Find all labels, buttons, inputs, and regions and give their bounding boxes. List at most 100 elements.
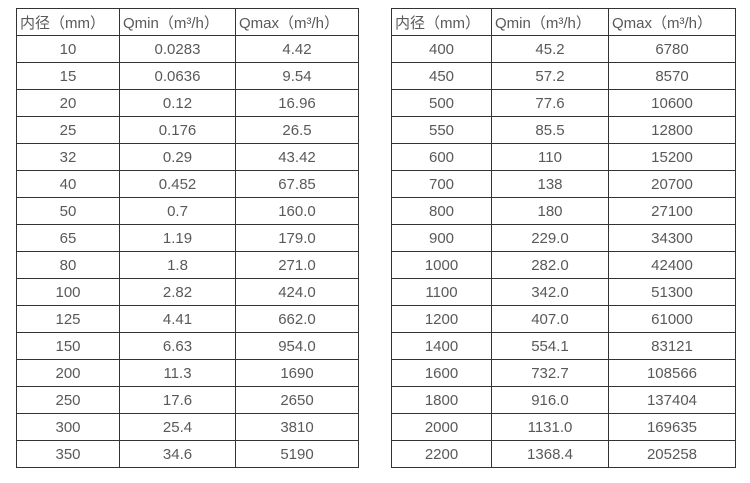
cell-qmax: 61000 [608,305,736,333]
cell-inner-diameter: 1100 [391,278,492,306]
cell-qmax: 169635 [608,413,736,441]
cell-qmax: 27100 [608,197,736,225]
table-row: 1000 282.0 42400 [391,251,736,279]
cell-qmin: 4.41 [119,305,236,333]
col-header-qmin: Qmin（m³/h） [119,8,236,36]
table-row: 400 45.2 6780 [391,35,736,63]
cell-inner-diameter: 32 [16,143,120,171]
cell-qmin: 229.0 [491,224,609,252]
col-header-qmax: Qmax（m³/h） [235,8,359,36]
table-row: 300 25.4 3810 [16,413,359,441]
cell-inner-diameter: 700 [391,170,492,198]
table-row: 20 0.12 16.96 [16,89,359,117]
cell-qmax: 10600 [608,89,736,117]
table-row: 700 138 20700 [391,170,736,198]
cell-qmin: 2.82 [119,278,236,306]
cell-qmin: 85.5 [491,116,609,144]
table-body: 400 45.2 6780 450 57.2 8570 500 77.6 10600 550 85.… [391,35,736,468]
table-row: 125 4.41 662.0 [16,305,359,333]
cell-qmax: 43.42 [235,143,359,171]
table-row: 150 6.63 954.0 [16,332,359,360]
cell-qmax: 5190 [235,440,359,468]
cell-qmin: 282.0 [491,251,609,279]
cell-inner-diameter: 20 [16,89,120,117]
cell-qmin: 25.4 [119,413,236,441]
table-header-row: 内径（mm） Qmin（m³/h） Qmax（m³/h） [16,8,359,36]
cell-inner-diameter: 550 [391,116,492,144]
table-row: 1200 407.0 61000 [391,305,736,333]
table-small-diameters: 内径（mm） Qmin（m³/h） Qmax（m³/h） 10 0.0283 4.4… [16,8,359,468]
table-row: 2000 1131.0 169635 [391,413,736,441]
cell-qmax: 3810 [235,413,359,441]
col-header-qmin: Qmin（m³/h） [491,8,609,36]
table-row: 40 0.452 67.85 [16,170,359,198]
cell-qmin: 1.8 [119,251,236,279]
table-row: 80 1.8 271.0 [16,251,359,279]
cell-inner-diameter: 200 [16,359,120,387]
table-row: 250 17.6 2650 [16,386,359,414]
cell-qmax: 16.96 [235,89,359,117]
cell-qmin: 17.6 [119,386,236,414]
cell-inner-diameter: 2200 [391,440,492,468]
col-header-qmax: Qmax（m³/h） [608,8,736,36]
cell-qmax: 12800 [608,116,736,144]
cell-qmax: 954.0 [235,332,359,360]
table-row: 350 34.6 5190 [16,440,359,468]
cell-qmin: 138 [491,170,609,198]
table-row: 200 11.3 1690 [16,359,359,387]
cell-qmin: 180 [491,197,609,225]
cell-qmin: 0.0283 [119,35,236,63]
cell-qmax: 9.54 [235,62,359,90]
cell-inner-diameter: 1400 [391,332,492,360]
table-row: 15 0.0636 9.54 [16,62,359,90]
cell-qmax: 205258 [608,440,736,468]
cell-qmax: 42400 [608,251,736,279]
cell-qmax: 15200 [608,143,736,171]
flow-spec-tables: 内径（mm） Qmin（m³/h） Qmax（m³/h） 10 0.0283 4.4… [16,8,736,468]
cell-qmin: 45.2 [491,35,609,63]
table-row: 10 0.0283 4.42 [16,35,359,63]
cell-inner-diameter: 600 [391,143,492,171]
cell-qmin: 110 [491,143,609,171]
cell-qmin: 732.7 [491,359,609,387]
cell-qmax: 67.85 [235,170,359,198]
cell-qmin: 0.0636 [119,62,236,90]
cell-inner-diameter: 80 [16,251,120,279]
cell-qmax: 2650 [235,386,359,414]
table-row: 32 0.29 43.42 [16,143,359,171]
cell-qmax: 271.0 [235,251,359,279]
cell-inner-diameter: 1800 [391,386,492,414]
cell-qmax: 6780 [608,35,736,63]
cell-inner-diameter: 300 [16,413,120,441]
cell-inner-diameter: 10 [16,35,120,63]
cell-qmin: 407.0 [491,305,609,333]
cell-qmax: 8570 [608,62,736,90]
cell-qmin: 342.0 [491,278,609,306]
table-row: 500 77.6 10600 [391,89,736,117]
table-row: 100 2.82 424.0 [16,278,359,306]
cell-inner-diameter: 125 [16,305,120,333]
col-header-inner-diameter: 内径（mm） [16,8,120,36]
cell-qmax: 83121 [608,332,736,360]
cell-inner-diameter: 15 [16,62,120,90]
table-row: 1800 916.0 137404 [391,386,736,414]
table-row: 1400 554.1 83121 [391,332,736,360]
table-body: 10 0.0283 4.42 15 0.0636 9.54 20 0.12 16.96 25 0.1… [16,35,359,468]
table-row: 800 180 27100 [391,197,736,225]
cell-inner-diameter: 1000 [391,251,492,279]
cell-inner-diameter: 400 [391,35,492,63]
cell-qmin: 77.6 [491,89,609,117]
cell-qmin: 6.63 [119,332,236,360]
table-row: 450 57.2 8570 [391,62,736,90]
cell-inner-diameter: 350 [16,440,120,468]
table-row: 2200 1368.4 205258 [391,440,736,468]
cell-qmin: 1.19 [119,224,236,252]
cell-qmin: 554.1 [491,332,609,360]
col-header-inner-diameter: 内径（mm） [391,8,492,36]
cell-qmax: 1690 [235,359,359,387]
table-row: 900 229.0 34300 [391,224,736,252]
cell-qmin: 0.176 [119,116,236,144]
table-row: 1600 732.7 108566 [391,359,736,387]
table-row: 1100 342.0 51300 [391,278,736,306]
cell-inner-diameter: 1200 [391,305,492,333]
